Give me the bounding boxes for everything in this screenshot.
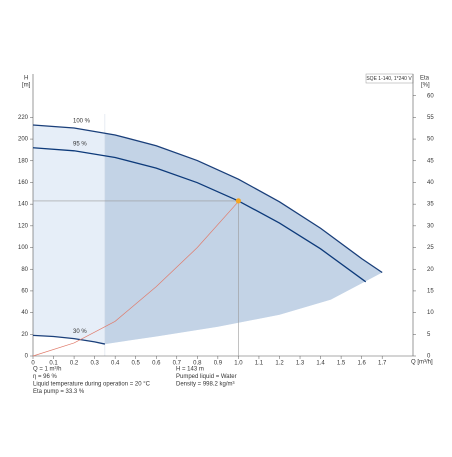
- y-tick-label: 60: [21, 289, 28, 295]
- y2-label: Eta: [420, 76, 430, 82]
- y-tick-label: 40: [21, 310, 28, 316]
- y2-tick-label: 50: [427, 137, 434, 143]
- x-tick-label: 0: [31, 361, 35, 367]
- x-tick-label: 0.3: [90, 361, 99, 367]
- x-tick-label: 0.7: [173, 361, 182, 367]
- y2-tick-label: 45: [427, 158, 434, 164]
- y-tick-label: 120: [18, 223, 29, 229]
- x-tick-label: 1.7: [378, 361, 387, 367]
- y2-tick-label: 60: [427, 93, 434, 99]
- y2-tick-label: 35: [427, 202, 434, 208]
- head-curve: [32, 124, 383, 274]
- x-tick-label: 1.0: [234, 361, 243, 367]
- y2-tick-label: 25: [427, 245, 434, 251]
- x-tick-label: 1.4: [316, 361, 325, 367]
- x-tick-label: 0.1: [49, 361, 58, 367]
- y-tick-label: 20: [21, 332, 28, 338]
- efficiency-curve: [32, 201, 239, 357]
- curve-label: 100 %: [73, 119, 91, 125]
- info-text: Pumped liquid = Water: [176, 374, 237, 380]
- info-text: Q = 1 m³/h: [33, 367, 62, 373]
- y2-tick-label: 55: [427, 115, 434, 121]
- y-tick-label: 140: [18, 202, 29, 208]
- x-tick-label: 0.2: [70, 361, 79, 367]
- x-tick-label: 1.5: [337, 361, 346, 367]
- x-tick-label: 1.6: [357, 361, 366, 367]
- info-text: H = 143 m: [176, 367, 204, 373]
- y-unit: [m]: [22, 83, 31, 89]
- x-tick-label: 1.1: [255, 361, 264, 367]
- info-text: η = 96 %: [33, 374, 58, 380]
- info-text: Eta pump = 33.3 %: [33, 389, 85, 395]
- y-label: H: [24, 76, 28, 82]
- y-tick-label: 180: [18, 158, 29, 164]
- y-tick-label: 80: [21, 267, 28, 273]
- y2-tick-label: 0: [427, 354, 431, 360]
- y2-tick-label: 30: [427, 223, 434, 229]
- x-tick-label: 0.9: [214, 361, 223, 367]
- info-text: Liquid temperature during operation = 20…: [33, 382, 151, 388]
- x-tick-label: 1.3: [296, 361, 305, 367]
- info-text: Density = 998.2 kg/m³: [176, 382, 235, 388]
- x-tick-label: 0.6: [152, 361, 161, 367]
- y-tick-label: 200: [18, 137, 29, 143]
- pump-label: SQE 1-140, 1*240 V: [366, 76, 412, 82]
- y-tick-label: 160: [18, 180, 29, 186]
- y2-tick-label: 5: [427, 332, 431, 338]
- x-tick-label: 0.4: [111, 361, 120, 367]
- y2-unit: [%]: [421, 83, 430, 89]
- y2-tick-label: 10: [427, 310, 434, 316]
- y2-tick-label: 20: [427, 267, 434, 273]
- y-tick-label: 220: [18, 115, 29, 121]
- y2-tick-label: 40: [427, 180, 434, 186]
- region-operating: [104, 133, 383, 345]
- head-curve: [32, 334, 106, 345]
- x-tick-label: 0.8: [193, 361, 202, 367]
- x-label: Q [m³/h]: [411, 360, 433, 366]
- duty-point: [235, 198, 242, 204]
- x-tick-label: 0.5: [132, 361, 141, 367]
- curve-label: 30 %: [73, 329, 87, 335]
- x-tick-label: 1.2: [275, 361, 284, 367]
- y-tick-label: 0: [25, 354, 29, 360]
- y-tick-label: 100: [18, 245, 29, 251]
- curve-label: 95 %: [73, 141, 87, 147]
- y2-tick-label: 15: [427, 289, 434, 295]
- head-curve: [32, 147, 367, 283]
